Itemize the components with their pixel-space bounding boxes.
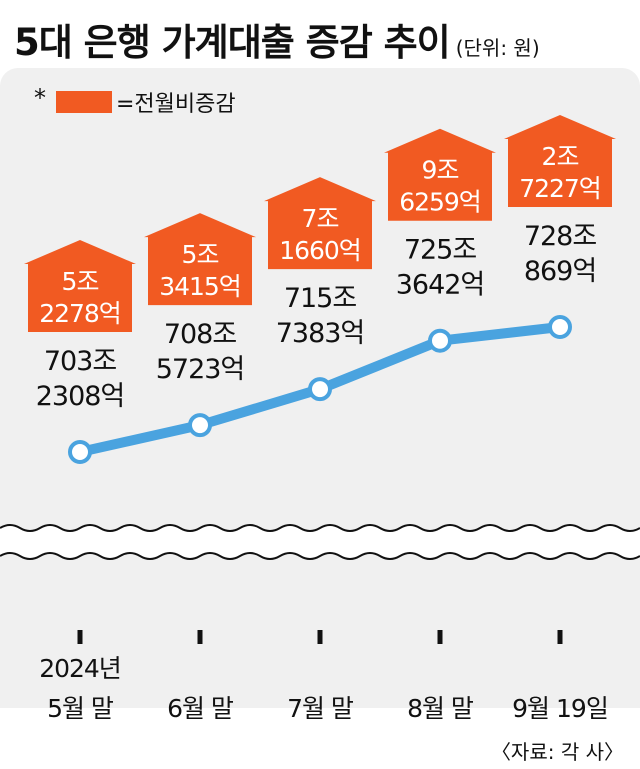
value-label-1-line-1: 703조	[44, 346, 117, 377]
change-badge-1-line-2: 2278억	[39, 299, 121, 328]
value-label-4-line-1: 725조	[404, 235, 477, 266]
data-point-2	[188, 413, 212, 438]
value-label-5-line-1: 728조	[524, 221, 597, 252]
change-badge-5-line-1: 2조	[542, 142, 579, 171]
x-tick-label-1: 5월 말	[47, 694, 114, 723]
change-badge-4-line-2: 6259억	[399, 188, 481, 217]
value-label-3-line-2: 7383억	[276, 318, 365, 349]
x-tick-3	[317, 630, 323, 644]
x-tick-2	[197, 630, 203, 644]
value-label-1-line-2: 2308억	[36, 381, 125, 412]
x-tick-label-3: 7월 말	[287, 694, 354, 723]
change-badge-2-line-1: 5조	[182, 240, 219, 269]
change-badge-2-line-2: 3415억	[159, 272, 241, 301]
change-badge-3	[264, 177, 376, 270]
title-text: 5대 은행 가계대출 증감 추이	[14, 21, 451, 64]
source-note: 〈자료: 각 사〉	[490, 740, 624, 764]
unit-label: (단위: 원)	[455, 36, 540, 60]
change-badge-4	[384, 128, 496, 221]
x-tick-label-5: 9월 19일	[512, 694, 608, 723]
change-badge-5	[504, 115, 616, 207]
x-tick-label-2: 6월 말	[167, 694, 234, 723]
change-badge-1	[24, 240, 136, 332]
axis-break-lower-line	[0, 552, 640, 560]
chart-title: 5대 은행 가계대출 증감 추이 (단위: 원)	[14, 12, 540, 66]
value-label-4-line-2: 3642억	[396, 270, 485, 301]
axis-break-upper-line	[0, 524, 640, 532]
axis-break-band	[0, 525, 640, 559]
change-badge-5-line-2: 7227억	[519, 174, 601, 203]
change-badge-3-line-1: 7조	[302, 204, 339, 233]
data-point-4	[428, 328, 452, 353]
value-label-3-line-1: 715조	[284, 283, 357, 314]
value-label-5-line-2: 869억	[524, 256, 596, 287]
legend-swatch	[56, 91, 112, 113]
change-badge-4-line-1: 9조	[422, 156, 459, 185]
value-label-2-line-1: 708조	[164, 319, 237, 350]
change-badge-1-line-1: 5조	[62, 267, 99, 296]
x-tick-label-4: 8월 말	[407, 694, 474, 723]
legend-marker: *	[34, 84, 46, 112]
legend: * =전월비증감	[34, 84, 236, 118]
x-tick-4	[437, 630, 443, 644]
value-label-2-line-2: 5723억	[156, 354, 245, 385]
x-tick-1	[77, 630, 83, 644]
change-badge-3-line-2: 1660억	[279, 236, 361, 265]
data-point-5	[548, 315, 572, 339]
x-tick-5	[557, 630, 563, 644]
x-year-label: 2024년	[39, 654, 121, 683]
change-badge-2	[144, 213, 256, 306]
data-point-3	[308, 377, 332, 402]
data-point-1	[68, 440, 92, 464]
legend-label: =전월비증감	[116, 92, 236, 117]
